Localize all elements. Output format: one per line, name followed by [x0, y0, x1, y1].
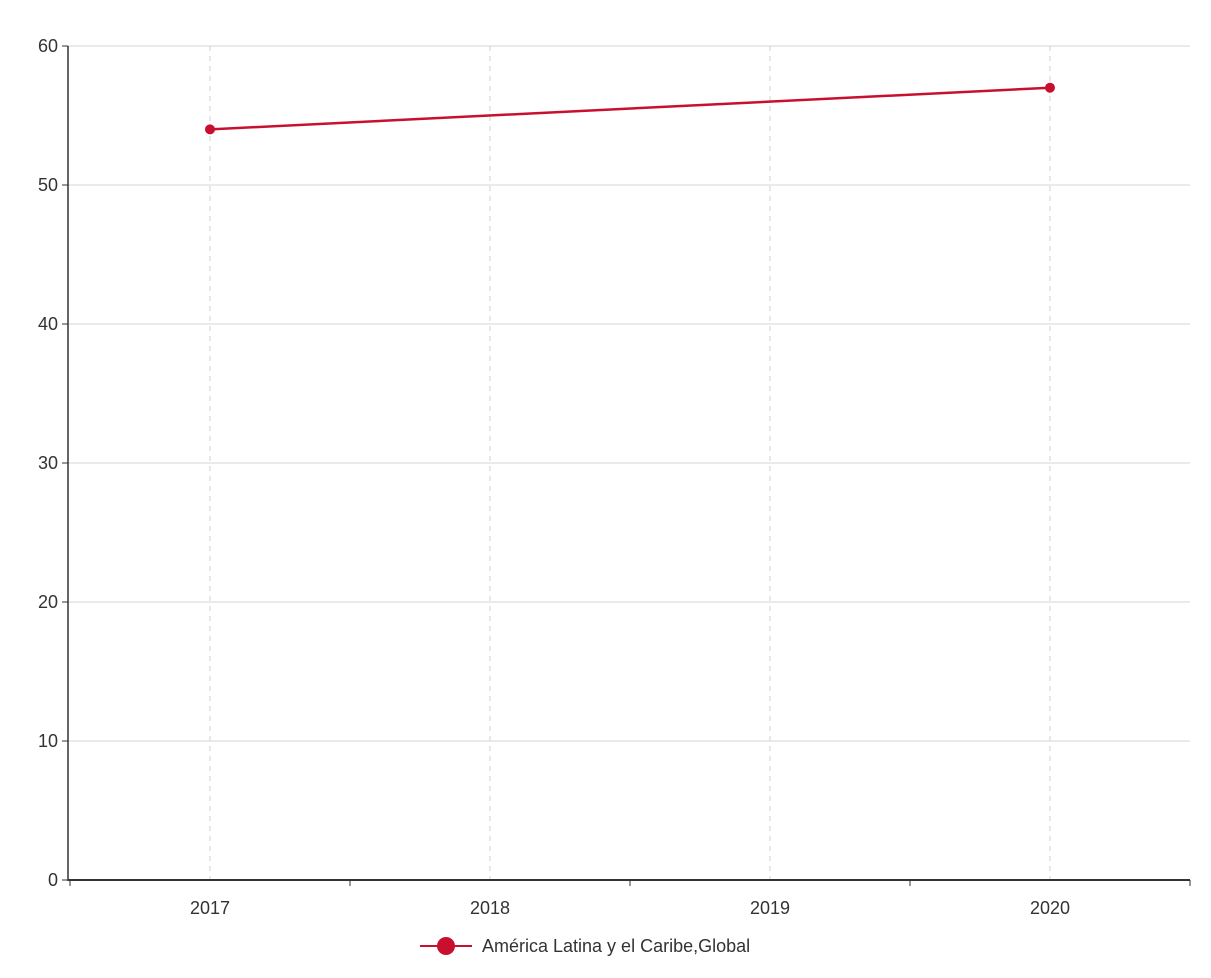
legend[interactable]: América Latina y el Caribe,Global — [420, 936, 750, 956]
y-tick-label: 0 — [48, 870, 58, 890]
grid-layer — [68, 45, 1190, 880]
x-tick-label: 2018 — [470, 898, 510, 918]
data-point — [205, 124, 215, 135]
y-tick-label: 50 — [38, 175, 58, 195]
series-layer — [205, 82, 1055, 135]
series-line — [209, 86, 1051, 131]
x-tick-label: 2020 — [1030, 898, 1070, 918]
legend-marker-swatch — [437, 937, 455, 955]
x-tick-label: 2019 — [750, 898, 790, 918]
y-tick-label: 40 — [38, 314, 58, 334]
y-tick-label: 20 — [38, 592, 58, 612]
axis-layer: 0 10 20 30 40 50 60 2017 2018 2019 2020 — [38, 36, 1191, 918]
y-tick-label: 10 — [38, 731, 58, 751]
y-tick-label: 30 — [38, 453, 58, 473]
legend-label: América Latina y el Caribe,Global — [482, 936, 750, 956]
data-point — [1045, 82, 1055, 93]
y-tick-label: 60 — [38, 36, 58, 56]
x-tick-label: 2017 — [190, 898, 230, 918]
